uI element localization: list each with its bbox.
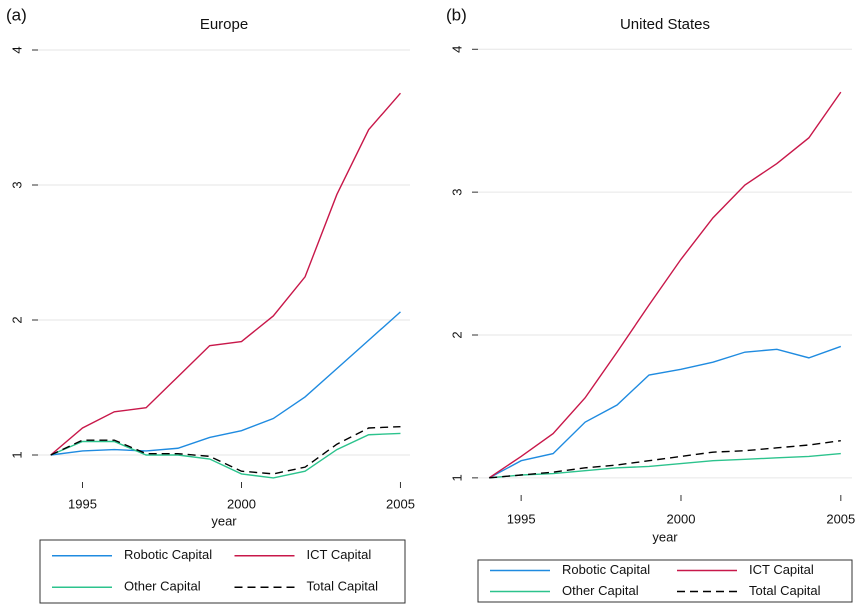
legend-label: ICT Capital: [307, 547, 372, 562]
panel-label: (a): [6, 5, 27, 24]
x-tick-label: 2005: [386, 496, 415, 511]
legend-label: Robotic Capital: [562, 562, 650, 577]
legend-box: [39, 539, 406, 604]
legend-box: [477, 559, 853, 603]
series-line: [489, 452, 841, 479]
x-tick-label: 2005: [826, 511, 855, 526]
y-tick-label: 3: [449, 189, 464, 196]
x-tick-label: 1995: [507, 511, 536, 526]
panel-label: (b): [446, 5, 467, 24]
series-line: [488, 345, 842, 479]
x-tick-label: 2000: [667, 511, 696, 526]
legend-label: ICT Capital: [749, 562, 814, 577]
y-tick-label: 1: [9, 451, 24, 458]
y-tick-label: 2: [449, 331, 464, 338]
series-line: [50, 92, 401, 456]
x-axis-label: year: [652, 529, 678, 544]
x-axis-label: year: [211, 513, 237, 528]
series-line: [50, 425, 401, 475]
series-line: [488, 91, 842, 479]
x-tick-label: 2000: [227, 496, 256, 511]
y-tick-label: 1: [449, 474, 464, 481]
series-line: [50, 311, 401, 456]
y-tick-label: 2: [9, 316, 24, 323]
y-tick-label: 3: [9, 181, 24, 188]
x-tick-label: 1995: [68, 496, 97, 511]
series-line: [50, 432, 401, 479]
series-line: [489, 440, 841, 479]
chart-title: United States: [620, 16, 710, 33]
legend-label: Total Capital: [749, 583, 821, 598]
y-tick-label: 4: [449, 46, 464, 53]
legend-label: Other Capital: [562, 583, 639, 598]
legend-label: Total Capital: [307, 579, 379, 594]
y-tick-label: 4: [9, 46, 24, 53]
legend-label: Robotic Capital: [124, 547, 212, 562]
legend-label: Other Capital: [124, 579, 201, 594]
chart-title: Europe: [200, 16, 248, 33]
